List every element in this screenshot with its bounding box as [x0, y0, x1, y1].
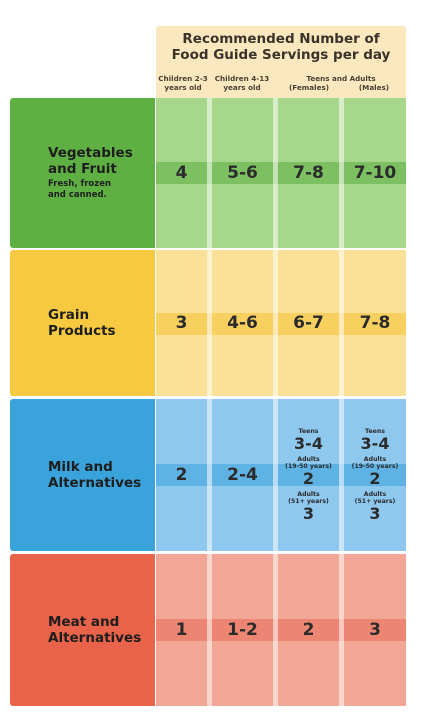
age-range: (19-50 years) [285, 463, 332, 470]
serving-value: 3 [175, 313, 188, 333]
age-group-label: Teens [298, 428, 319, 435]
category-name: Grain Products [48, 307, 116, 339]
category-name: Meat and Alternatives [48, 614, 142, 646]
serving-value: 2 [302, 469, 315, 488]
category-meat-alternatives: Meat and Alternatives [10, 554, 155, 706]
serving-value: 3 [369, 504, 381, 523]
column-divider [339, 98, 344, 706]
title-line-1: Recommended Number of [182, 31, 380, 47]
category-vegetables-fruit: Vegetables and Fruit Fresh, frozen and c… [10, 98, 155, 248]
serving-value: 2 [302, 620, 315, 640]
column-header-children-4-13: Children 4-13 years old [214, 74, 270, 92]
serving-value: 2 [175, 465, 188, 485]
serving-value: 3-4 [360, 434, 390, 453]
age-group-label: Teens [365, 428, 385, 435]
serving-value: 7-8 [293, 163, 324, 183]
serving-value: 4-6 [227, 313, 258, 333]
column-header-females: (Females) [288, 83, 330, 92]
category-name: Milk and Alternatives [48, 459, 142, 491]
category-milk-alternatives: Milk and Alternatives [10, 399, 155, 551]
serving-value: 7-8 [359, 313, 391, 333]
age-group-label: Adults [363, 491, 387, 498]
serving-value: 5-6 [227, 163, 258, 183]
column-divider [273, 98, 278, 706]
serving-value: 4 [175, 163, 188, 183]
age-range: (51+ years) [288, 498, 329, 505]
serving-value: 2-4 [227, 465, 258, 485]
serving-value: 3 [369, 620, 381, 640]
column-header-children-2-3: Children 2-3 years old [158, 74, 208, 92]
category-subtitle: Fresh, frozen and canned. [48, 179, 112, 200]
serving-value: 6-7 [293, 313, 324, 333]
serving-value: 7-10 [353, 163, 397, 183]
title-line-2: Food Guide Servings per day [171, 47, 391, 63]
age-group-label: Adults [363, 456, 387, 463]
serving-value: 3-4 [294, 434, 323, 453]
column-header-teens-adults: Teens and Adults [306, 74, 376, 83]
age-range: (51+ years) [354, 498, 396, 505]
age-group-label: Adults [297, 491, 320, 498]
serving-value-males-breakdown: Teens 3-4 Adults (19-50 years) 2 Adults … [344, 399, 406, 551]
serving-value: 2 [369, 469, 381, 488]
serving-value: 1-2 [227, 620, 258, 640]
column-header-males: (Males) [358, 83, 390, 92]
column-divider [207, 98, 212, 706]
category-name: Vegetables and Fruit [48, 145, 133, 177]
table-title: Recommended Number of Food Guide Serving… [156, 31, 406, 63]
category-grain-products: Grain Products [10, 250, 155, 396]
serving-value: 1 [175, 620, 188, 640]
age-group-label: Adults [297, 456, 320, 463]
age-range: (19-50 years) [351, 463, 399, 470]
serving-value: 3 [302, 504, 315, 523]
serving-value-females-breakdown: Teens 3-4 Adults (19-50 years) 2 Adults … [278, 399, 339, 551]
